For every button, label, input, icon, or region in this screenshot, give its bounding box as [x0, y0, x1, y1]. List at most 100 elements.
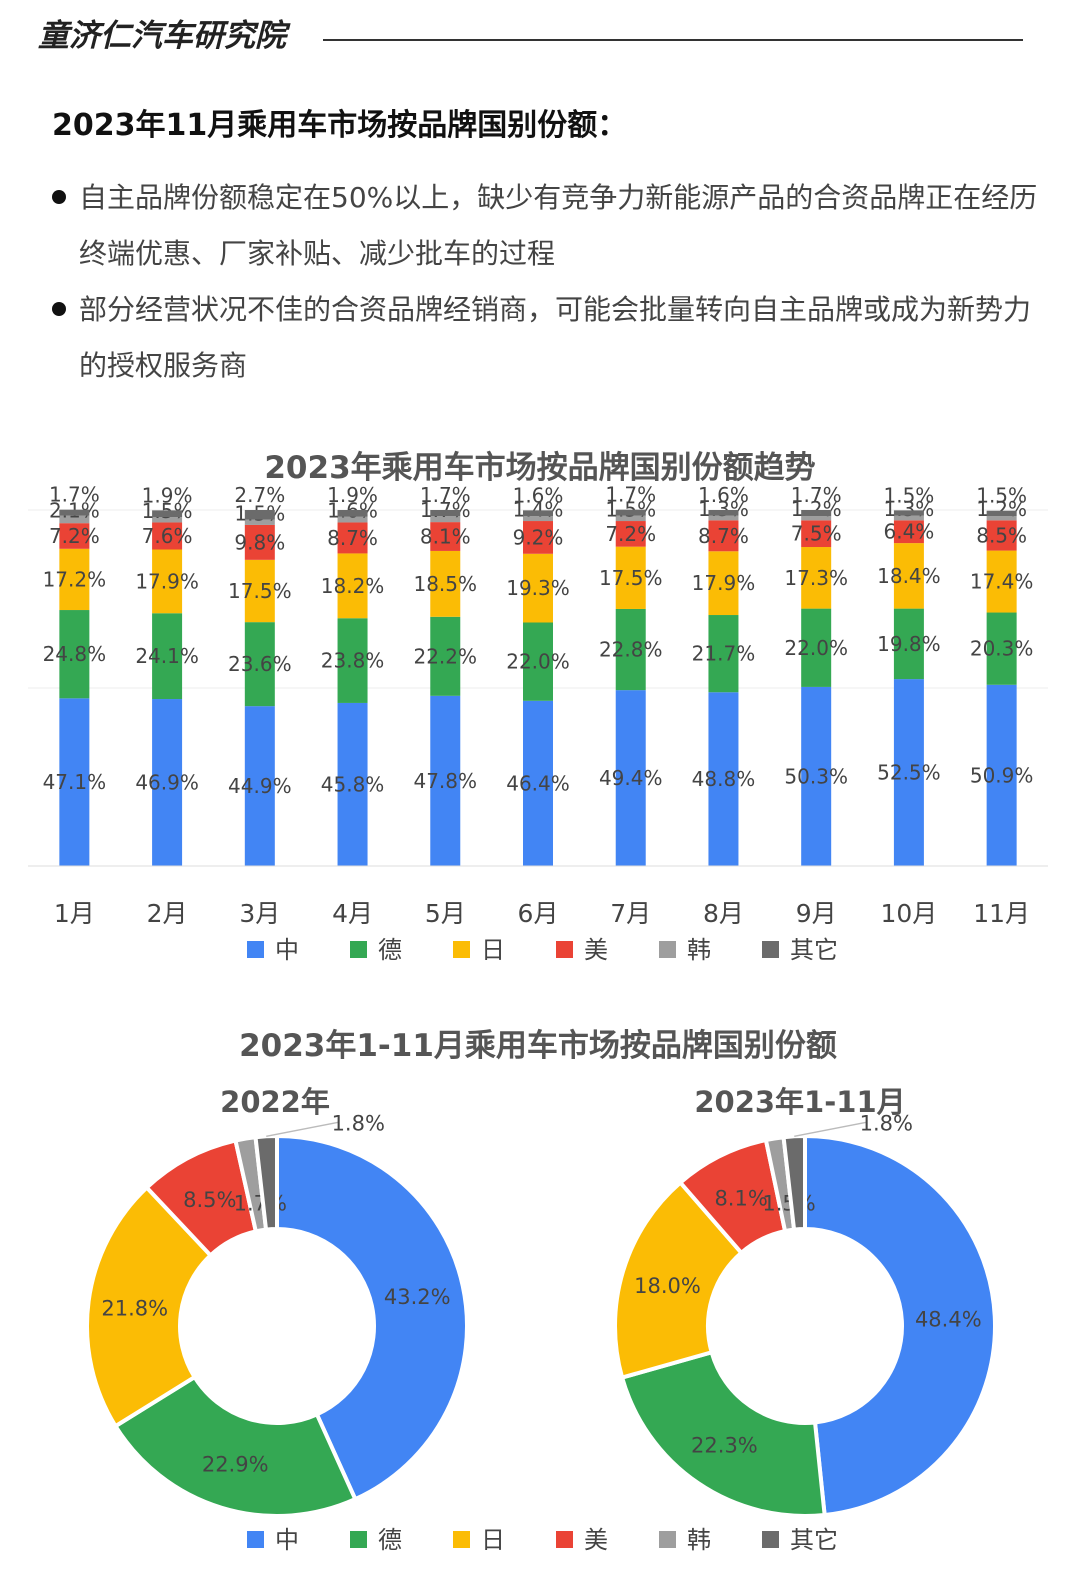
bar-segment: [244, 559, 275, 623]
donut-subtitle: 2022年: [220, 1085, 330, 1119]
brand-header: 童济仁汽车研究院: [38, 6, 1023, 54]
data-label: 18.2%: [321, 574, 385, 598]
bar-segment: [523, 553, 553, 623]
legend-label: 韩: [687, 936, 711, 964]
data-label: 49.4%: [599, 766, 663, 790]
bullet-item: 部分经营状况不佳的合资品牌经销商，可能会批量转向自主品牌或成为新势力的授权服务商: [52, 282, 1042, 394]
bar-segment: [893, 543, 924, 609]
data-label: 1.2%: [976, 497, 1027, 521]
data-label: 6.4%: [884, 520, 935, 544]
bar-segment: [523, 510, 553, 517]
legend-swatch: [453, 1531, 470, 1548]
bar-segment: [893, 515, 924, 521]
legend-swatch: [247, 1531, 264, 1548]
data-label: 9.8%: [234, 530, 285, 554]
x-tick-label: 3月: [239, 899, 280, 928]
data-label: 18.4%: [877, 564, 941, 588]
data-label: 22.0%: [784, 636, 848, 660]
bar-segment: [893, 510, 924, 516]
x-tick-label: 6月: [518, 899, 559, 928]
bar-segment: [615, 546, 646, 609]
legend-swatch: [556, 1531, 573, 1548]
bar-segment: [615, 608, 646, 691]
data-label: 22.8%: [599, 638, 663, 662]
bullet-dot-icon: [52, 302, 66, 316]
bar-segment: [152, 517, 183, 523]
donut-slice: [803, 1133, 997, 1518]
bar-segment: [337, 510, 368, 517]
donut-slice: [253, 1133, 279, 1232]
bar-segment: [430, 695, 461, 866]
data-label: 18.5%: [413, 572, 477, 596]
legend-swatch: [762, 941, 779, 958]
data-label: 8.5%: [976, 523, 1027, 547]
legend-label: 德: [378, 1526, 402, 1554]
data-label: 45.8%: [321, 772, 385, 796]
data-label: 17.3%: [784, 566, 848, 590]
bar-segment: [337, 516, 368, 523]
legend-swatch: [762, 1531, 779, 1548]
data-label: 8.7%: [327, 526, 378, 550]
data-label: 24.8%: [43, 642, 107, 666]
bar-segment: [801, 510, 832, 517]
bar-segment: [337, 522, 368, 554]
data-label: 1.7%: [791, 483, 842, 507]
bar-segment: [523, 521, 553, 554]
bar-segment: [244, 524, 275, 560]
x-tick-label: 5月: [425, 899, 466, 928]
data-label: 7.5%: [791, 522, 842, 546]
data-label: 23.6%: [228, 652, 292, 676]
legend-label: 其它: [790, 936, 838, 964]
data-label: 23.8%: [321, 649, 385, 673]
data-label: 22.3%: [691, 1434, 758, 1458]
data-label: 8.5%: [183, 1188, 236, 1212]
data-label: 8.1%: [714, 1187, 767, 1211]
donut-slice: [112, 1374, 358, 1518]
data-label: 44.9%: [228, 774, 292, 798]
bar-segment: [59, 548, 90, 611]
data-label: 43.2%: [384, 1285, 451, 1309]
data-label: 1.6%: [698, 483, 749, 507]
bar-segment: [59, 698, 90, 866]
bar-segment: [523, 622, 553, 701]
bar-segment: [615, 521, 646, 547]
donut-slice: [613, 1179, 745, 1380]
legend-label: 韩: [687, 1526, 711, 1554]
data-label: 1.4%: [513, 498, 564, 522]
bar-segment: [986, 516, 1017, 521]
bar-segment: [708, 515, 739, 521]
brand-name: 童济仁汽车研究院: [38, 18, 286, 54]
bar-segment: [986, 510, 1017, 517]
bar-segment: [801, 686, 832, 866]
bar-segment: [152, 699, 183, 866]
bar-segment: [244, 510, 275, 520]
leader-line: [266, 1121, 339, 1138]
data-label: 8.1%: [420, 525, 471, 549]
data-label: 17.5%: [228, 579, 292, 603]
legend-swatch: [556, 941, 573, 958]
bar-segment: [244, 706, 275, 866]
legend-swatch: [659, 941, 676, 958]
bar-segment: [893, 520, 924, 544]
bar-segment: [337, 618, 368, 703]
data-label: 20.3%: [970, 637, 1034, 661]
donut-slice: [85, 1184, 214, 1429]
data-label: 21.8%: [101, 1296, 168, 1320]
legend-label: 中: [275, 1526, 299, 1554]
legend-swatch: [350, 941, 367, 958]
chart-title: 2023年1-11月乘用车市场按品牌国别份额: [239, 1028, 837, 1064]
data-label: 1.3%: [698, 497, 749, 521]
bar-segment: [986, 520, 1017, 551]
x-tick-label: 10月: [881, 899, 938, 928]
bar-segment: [801, 547, 832, 609]
x-tick-label: 7月: [610, 899, 651, 928]
bar-segment: [59, 610, 90, 699]
bar-segment: [152, 510, 183, 518]
data-label: 18.0%: [634, 1274, 701, 1298]
bar-segment: [615, 690, 646, 866]
data-label: 22.9%: [202, 1452, 269, 1476]
data-label: 22.0%: [506, 650, 570, 674]
bullet-dot-icon: [52, 190, 66, 204]
